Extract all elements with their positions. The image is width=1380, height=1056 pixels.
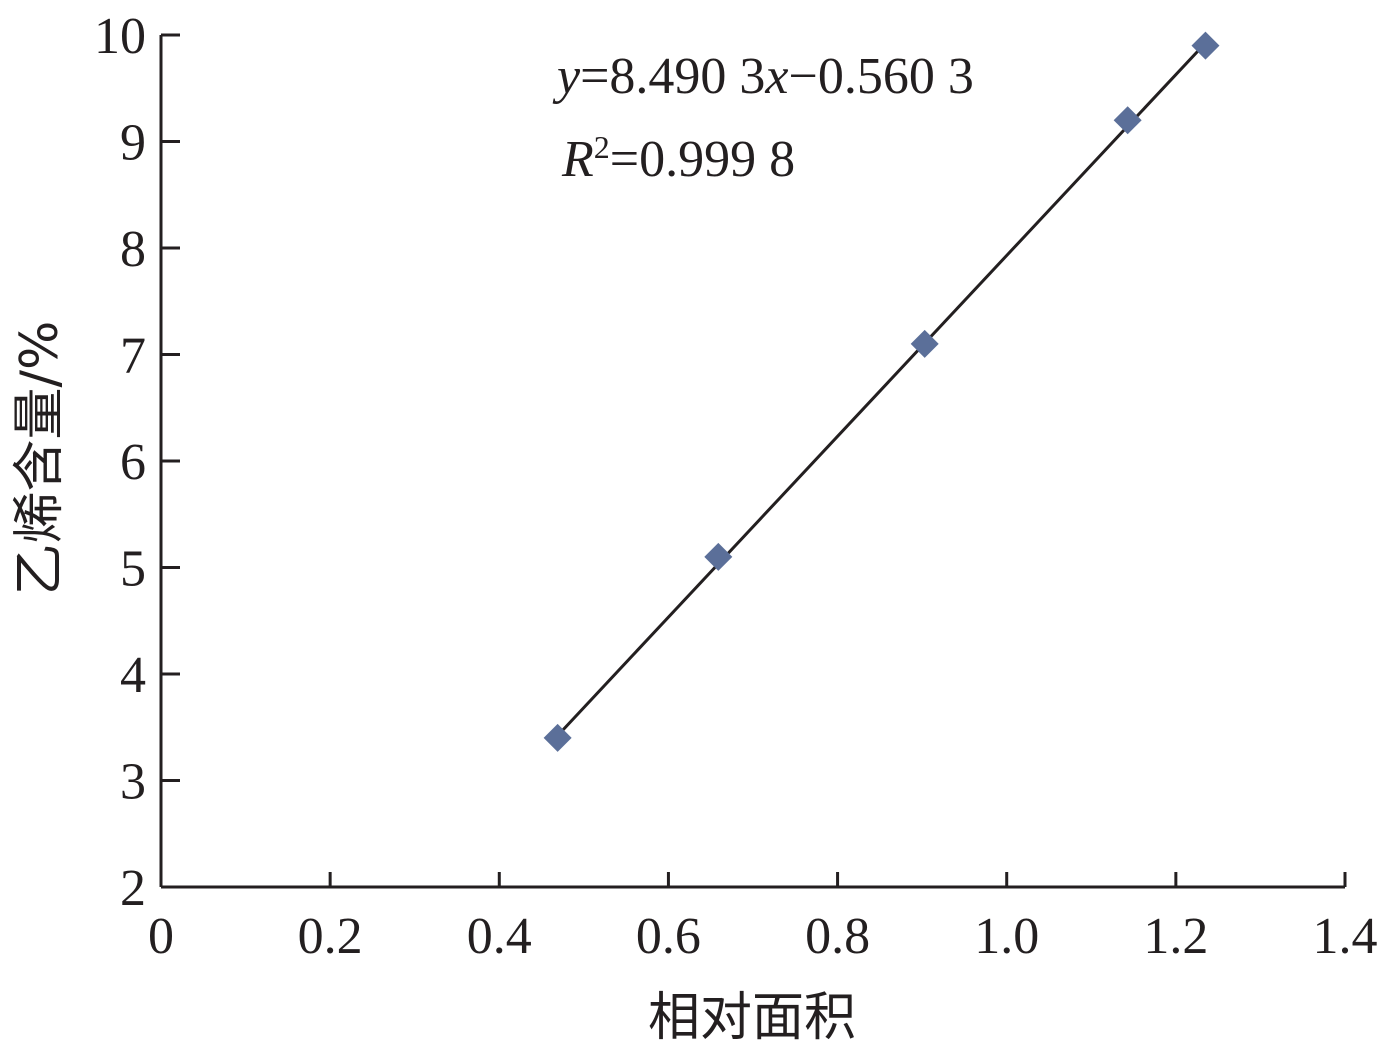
x-tick-label: 0.2 — [298, 908, 363, 965]
data-point-marker — [1113, 106, 1142, 135]
x-axis-title: 相对面积 — [648, 988, 856, 1048]
x-tick-label: 1.0 — [974, 908, 1039, 965]
x-tick-label: 0 — [148, 908, 174, 965]
y-tick-label: 9 — [120, 115, 146, 172]
data-point-marker — [910, 329, 939, 358]
x-tick-label: 1.4 — [1313, 908, 1378, 965]
data-point-marker — [1191, 31, 1220, 60]
x-axis-ticks: 0 0.2 0.4 0.6 0.8 1.0 1.2 1.4 — [148, 872, 1378, 965]
y-tick-label: 10 — [94, 8, 146, 65]
y-axis-ticks: 2 3 4 5 6 7 8 9 10 — [94, 8, 180, 917]
data-point-marker — [543, 723, 572, 752]
x-tick-label: 0.8 — [805, 908, 870, 965]
r-squared: R2=0.999 8 — [561, 129, 795, 188]
y-tick-label: 4 — [120, 647, 146, 704]
data-points — [543, 31, 1220, 752]
y-tick-label: 5 — [120, 541, 146, 598]
data-point-marker — [704, 542, 733, 571]
y-tick-label: 3 — [120, 754, 146, 811]
y-axis-title: 乙烯含量/% — [10, 321, 70, 596]
equation-coef: =8.490 3 — [580, 48, 765, 105]
r-squared-sup: 2 — [594, 129, 610, 165]
y-tick-label: 6 — [120, 434, 146, 491]
trendline-group — [556, 41, 1207, 737]
y-tick-label: 8 — [120, 221, 146, 278]
r-squared-value: =0.999 8 — [610, 131, 795, 188]
x-tick-label: 0.4 — [467, 908, 532, 965]
equation-x-var: x — [764, 48, 788, 105]
x-tick-label: 0.6 — [636, 908, 701, 965]
y-tick-label: 7 — [120, 328, 146, 385]
equation-intercept: −0.560 3 — [789, 48, 974, 105]
r-squared-var: R — [561, 131, 594, 188]
trendline — [556, 41, 1207, 737]
x-tick-label: 1.2 — [1143, 908, 1208, 965]
y-tick-label: 2 — [120, 860, 146, 917]
regression-equation: y=8.490 3x−0.560 3 — [552, 48, 974, 105]
equation-y-var: y — [552, 48, 581, 105]
